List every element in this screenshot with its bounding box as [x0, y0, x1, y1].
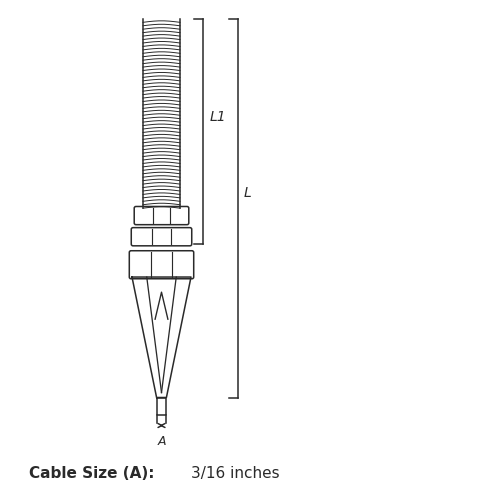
Text: Cable Size (A):: Cable Size (A): — [29, 466, 154, 481]
Text: A: A — [158, 436, 166, 448]
Text: L1: L1 — [209, 110, 226, 124]
Text: L: L — [244, 186, 252, 200]
Text: 3/16 inches: 3/16 inches — [191, 466, 280, 481]
